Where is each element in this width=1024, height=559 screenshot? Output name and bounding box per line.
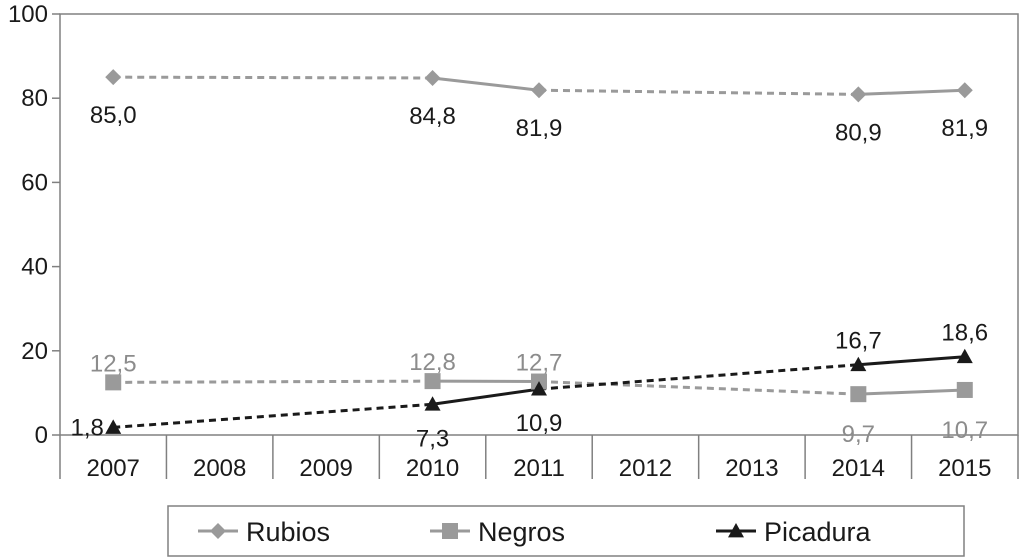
data-label-picadura: 16,7 [835,328,882,355]
data-label-rubios: 81,9 [941,115,988,142]
series-line-picadura [432,387,540,406]
legend-label-picadura: Picadura [764,517,872,547]
data-point-picadura [850,356,867,372]
x-tick-label: 2015 [938,455,991,482]
series-line-picadura [113,402,433,429]
data-point-rubios [956,82,973,99]
legend-marker-rubios [210,523,226,539]
data-label-rubios: 81,9 [516,115,563,142]
data-label-rubios: 85,0 [90,102,137,129]
series-markers [105,69,973,434]
x-tick-label: 2008 [193,455,246,482]
y-tick-label: 40 [21,254,48,281]
plot-area-border [59,13,1019,436]
y-tick-label: 80 [21,85,48,112]
series-line-rubios [113,75,433,80]
x-tick-label: 2007 [87,455,140,482]
data-label-rubios: 84,8 [409,103,456,130]
data-point-rubios [850,86,867,103]
series-lines [113,75,965,429]
x-tick-label: 2013 [725,455,778,482]
x-tick-label: 2014 [832,455,885,482]
data-point-negros [105,374,122,391]
data-point-negros [956,381,973,398]
data-label-picadura: 7,3 [416,425,449,452]
series-line-negros [858,388,965,396]
legend-box [167,505,965,557]
y-tick-label: 100 [8,1,48,28]
series-line-negros [538,380,859,396]
data-point-picadura [531,381,547,396]
y-tick-label: 0 [35,422,48,449]
data-labels: 85,0 84,8 81,9 80,9 81,9 12,5 12,8 12,7 9,7 10,7 1… [71,102,989,452]
series-line-rubios [858,88,965,96]
data-point-rubios [424,69,441,86]
series-line-picadura [538,363,859,391]
legend-marker-negros [442,523,458,539]
series-line-rubios [432,76,540,92]
data-point-picadura [424,396,441,411]
legend-marker-picadura [728,523,744,538]
data-point-rubios [105,69,122,86]
data-label-picadura: 10,9 [516,410,563,437]
legend-label-negros: Negros [478,517,565,547]
data-point-negros [424,373,441,390]
data-point-rubios [531,82,547,99]
data-label-picadura: 18,6 [941,320,988,347]
y-tick-label: 20 [21,338,48,365]
y-tick-label: 60 [21,169,48,196]
series-line-negros [113,379,433,384]
data-label-negros: 10,7 [941,417,988,444]
x-tick-label: 2012 [619,455,672,482]
series-line-rubios [538,88,859,96]
chart-axes: 0 20 40 60 80 100 2007 2008 2009 2010 2011 2012 2013… [8,1,1019,482]
data-label-negros: 12,7 [516,350,563,377]
legend-label-rubios: Rubios [246,517,330,547]
x-tick-label: 2011 [513,455,565,482]
data-label-rubios: 80,9 [835,119,882,146]
data-label-picadura: 1,8 [71,414,104,441]
data-label-negros: 12,8 [409,349,456,376]
data-label-negros: 12,5 [90,350,137,377]
data-label-negros: 9,7 [842,421,875,448]
data-point-picadura [105,419,122,434]
x-tick-label: 2009 [299,455,352,482]
series-line-picadura [858,355,965,367]
data-point-negros [850,386,867,403]
data-point-picadura [956,348,973,364]
x-tick-label: 2010 [406,455,459,482]
legend: Rubios Negros Picadura [167,505,965,557]
